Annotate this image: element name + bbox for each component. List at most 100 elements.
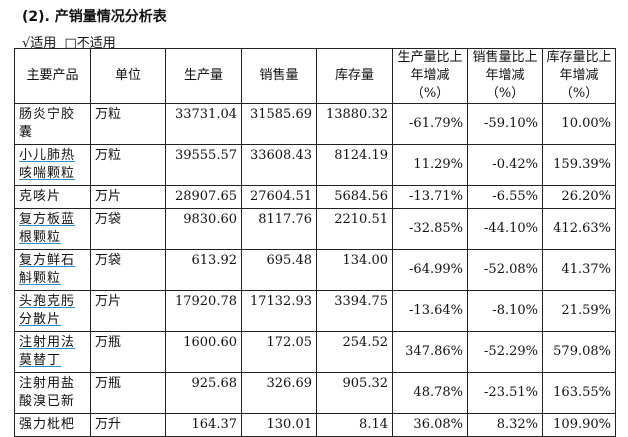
- table-row: 头孢克肟分散片 万片 17920.78 17132.93 3394.75 -13.64% -…: [14, 290, 616, 332]
- cell-sales: 17132.93: [241, 290, 317, 332]
- cell-sales-change: -52.08%: [467, 249, 543, 291]
- cell-unit: 万粒: [90, 103, 166, 145]
- cell-name: 复方鲜石斛颗粒: [14, 249, 91, 291]
- cell-unit: 万粒: [90, 144, 166, 186]
- cell-name: 克咳片: [14, 185, 91, 209]
- cell-unit: 万瓶: [90, 372, 166, 414]
- product-name: 头孢克肟分散片: [19, 294, 76, 327]
- cell-inv-change: 41.37%: [542, 249, 616, 291]
- cell-name: 小儿肺热咳喘颗粒: [14, 144, 91, 186]
- cell-sales: 130.01: [241, 413, 317, 437]
- cell-prod-change: -32.85%: [392, 208, 468, 250]
- cell-production: 925.68: [165, 372, 242, 414]
- cell-sales: 8117.76: [241, 208, 317, 250]
- not-applicable-option: □不适用: [64, 36, 116, 51]
- cell-inventory: 254.52: [316, 331, 393, 373]
- column-header: 单位: [90, 48, 166, 104]
- table-row: 复方鲜石斛颗粒 万袋 613.92 695.48 134.00 -64.99% -52.08…: [14, 249, 616, 291]
- cell-inv-change: 21.59%: [542, 290, 616, 332]
- cell-sales-change: -44.10%: [467, 208, 543, 250]
- table-row: 小儿肺热咳喘颗粒 万粒 39555.57 33608.43 8124.19 11.29% -…: [14, 144, 616, 186]
- cell-name: 复方板蓝根颗粒: [14, 208, 91, 250]
- cell-name: 注射用盐酸溴已新: [14, 372, 91, 414]
- cell-unit: 万袋: [90, 208, 166, 250]
- product-name: 注射用法莫替丁: [19, 335, 76, 368]
- cell-prod-change: 11.29%: [392, 144, 468, 186]
- cell-sales-change: -52.29%: [467, 331, 543, 373]
- cell-inventory: 2210.51: [316, 208, 393, 250]
- cell-inventory: 8124.19: [316, 144, 393, 186]
- cell-unit: 万瓶: [90, 331, 166, 373]
- product-name: 克咳片: [19, 189, 62, 204]
- cell-inventory: 3394.75: [316, 290, 393, 332]
- cell-inv-change: 109.90%: [542, 413, 616, 437]
- cell-prod-change: 347.86%: [392, 331, 468, 373]
- cell-inv-change: 10.00%: [542, 103, 616, 145]
- cell-sales: 695.48: [241, 249, 317, 291]
- cell-sales-change: -0.42%: [467, 144, 543, 186]
- column-header: 库存量比上年增减（%）: [542, 48, 616, 104]
- cell-unit: 万片: [90, 290, 166, 332]
- cell-inventory: 13880.32: [316, 103, 393, 145]
- product-name: 注射用盐酸溴已新: [19, 376, 76, 409]
- cell-inv-change: 159.39%: [542, 144, 616, 186]
- product-name: 复方板蓝根颗粒: [19, 212, 76, 245]
- cell-sales: 326.69: [241, 372, 317, 414]
- cell-name: 肠炎宁胶囊: [14, 103, 91, 145]
- product-name: 复方鲜石斛颗粒: [19, 253, 76, 286]
- cell-prod-change: -61.79%: [392, 103, 468, 145]
- column-header: 库存量: [316, 48, 393, 104]
- cell-production: 1600.60: [165, 331, 242, 373]
- table-row: 强力枇杷 万升 164.37 130.01 8.14 36.08% 8.32% 109.90%: [14, 413, 616, 437]
- cell-prod-change: 36.08%: [392, 413, 468, 437]
- applicable-option: √适用: [22, 36, 57, 51]
- cell-sales: 33608.43: [241, 144, 317, 186]
- cell-production: 9830.60: [165, 208, 242, 250]
- cell-inventory: 5684.56: [316, 185, 393, 209]
- cell-sales: 31585.69: [241, 103, 317, 145]
- cell-prod-change: -64.99%: [392, 249, 468, 291]
- column-header: 生产量: [165, 48, 242, 104]
- product-name: 强力枇杷: [19, 417, 76, 432]
- cell-inventory: 905.32: [316, 372, 393, 414]
- cell-sales: 172.05: [241, 331, 317, 373]
- table-row: 肠炎宁胶囊 万粒 33731.04 31585.69 13880.32 -61.79% -5…: [14, 103, 616, 145]
- column-header: 销售量: [241, 48, 317, 104]
- cell-inventory: 8.14: [316, 413, 393, 437]
- table-row: 复方板蓝根颗粒 万袋 9830.60 8117.76 2210.51 -32.85% -44…: [14, 208, 616, 250]
- cell-sales-change: -59.10%: [467, 103, 543, 145]
- cell-name: 强力枇杷: [14, 413, 91, 437]
- cell-sales-change: -8.10%: [467, 290, 543, 332]
- cell-name: 注射用法莫替丁: [14, 331, 91, 373]
- cell-sales-change: -23.51%: [467, 372, 543, 414]
- cell-production: 39555.57: [165, 144, 242, 186]
- cell-inventory: 134.00: [316, 249, 393, 291]
- section-title: (2). 产销量情况分析表: [22, 9, 167, 25]
- cell-unit: 万升: [90, 413, 166, 437]
- cell-sales: 27604.51: [241, 185, 317, 209]
- cell-production: 28907.65: [165, 185, 242, 209]
- cell-inv-change: 412.63%: [542, 208, 616, 250]
- column-header: 主要产品: [14, 48, 91, 104]
- production-sales-table: 主要产品 单位 生产量 销售量 库存量 生产量比上年增减（%） 销售量比上年增减（%） 库存量…: [14, 48, 616, 437]
- cell-unit: 万袋: [90, 249, 166, 291]
- cell-sales-change: 8.32%: [467, 413, 543, 437]
- cell-inv-change: 26.20%: [542, 185, 616, 209]
- column-header: 生产量比上年增减（%）: [392, 48, 468, 104]
- cell-inv-change: 163.55%: [542, 372, 616, 414]
- table-row: 注射用盐酸溴已新 万瓶 925.68 326.69 905.32 48.78% -23.51…: [14, 372, 616, 414]
- cell-production: 613.92: [165, 249, 242, 291]
- cell-production: 17920.78: [165, 290, 242, 332]
- applicability-options: √适用 □不适用: [22, 32, 116, 51]
- cell-prod-change: -13.71%: [392, 185, 468, 209]
- cell-production: 33731.04: [165, 103, 242, 145]
- table-row: 克咳片 万片 28907.65 27604.51 5684.56 -13.71% -6.55…: [14, 185, 616, 209]
- cell-sales-change: -6.55%: [467, 185, 543, 209]
- column-header: 销售量比上年增减（%）: [467, 48, 543, 104]
- cell-unit: 万片: [90, 185, 166, 209]
- cell-inv-change: 579.08%: [542, 331, 616, 373]
- cell-production: 164.37: [165, 413, 242, 437]
- product-name: 肠炎宁胶囊: [19, 107, 76, 140]
- table-row: 注射用法莫替丁 万瓶 1600.60 172.05 254.52 347.86% -52.2…: [14, 331, 616, 373]
- cell-prod-change: 48.78%: [392, 372, 468, 414]
